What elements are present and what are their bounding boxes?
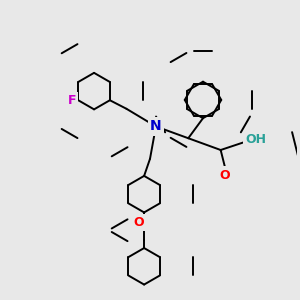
Text: O: O <box>134 216 144 229</box>
Text: F: F <box>68 94 76 107</box>
Text: O: O <box>219 169 230 182</box>
Text: OH: OH <box>245 133 266 146</box>
Text: N: N <box>150 119 162 134</box>
